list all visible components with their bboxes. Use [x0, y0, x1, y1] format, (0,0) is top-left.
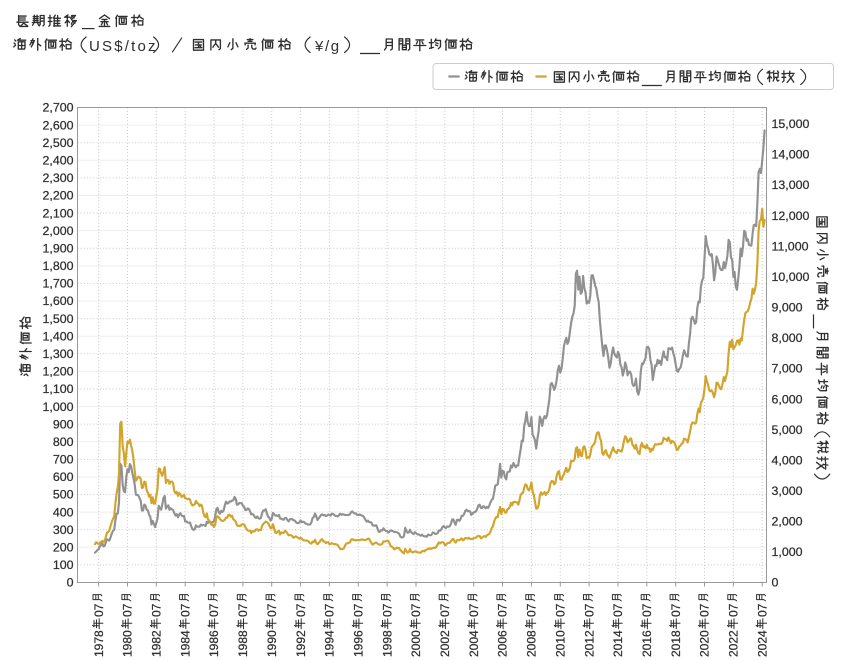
svg-text:1,500: 1,500 [42, 312, 73, 326]
svg-text:7,000: 7,000 [772, 362, 803, 376]
svg-text:1978: 1978 [92, 630, 106, 657]
svg-text:07: 07 [294, 603, 308, 617]
svg-text:2,700: 2,700 [42, 101, 73, 115]
svg-text:4,000: 4,000 [772, 453, 803, 467]
svg-text:800: 800 [53, 435, 74, 449]
svg-text:1,200: 1,200 [42, 365, 73, 379]
svg-text:2016: 2016 [640, 630, 654, 657]
svg-text:200: 200 [53, 541, 74, 555]
svg-text:14,000: 14,000 [772, 148, 810, 162]
svg-text:0: 0 [67, 576, 74, 590]
svg-text:07: 07 [236, 603, 250, 617]
svg-text:1980: 1980 [121, 630, 135, 657]
svg-text:2002: 2002 [438, 630, 452, 657]
svg-text:2000: 2000 [409, 630, 423, 657]
svg-text:07: 07 [669, 603, 683, 617]
svg-text:6,000: 6,000 [772, 392, 803, 406]
svg-text:500: 500 [53, 488, 74, 502]
svg-text:15,000: 15,000 [772, 117, 810, 131]
svg-text:1986: 1986 [207, 630, 221, 657]
svg-text:400: 400 [53, 505, 74, 519]
svg-text:2004: 2004 [467, 630, 481, 657]
svg-text:07: 07 [178, 603, 192, 617]
svg-text:07: 07 [92, 603, 106, 617]
svg-text:2020: 2020 [698, 630, 712, 657]
svg-text:1998: 1998 [380, 630, 394, 657]
svg-text:07: 07 [265, 603, 279, 617]
svg-text:2024: 2024 [755, 630, 769, 657]
svg-text:2006: 2006 [496, 630, 510, 657]
svg-text:2010: 2010 [554, 630, 568, 657]
svg-text:07: 07 [467, 603, 481, 617]
svg-text:2,100: 2,100 [42, 206, 73, 220]
svg-text:2,400: 2,400 [42, 154, 73, 168]
svg-text:10,000: 10,000 [772, 270, 810, 284]
svg-text:07: 07 [409, 603, 423, 617]
svg-text:1,800: 1,800 [42, 259, 73, 273]
svg-text:07: 07 [640, 603, 654, 617]
svg-text:07: 07 [755, 603, 769, 617]
svg-text:1,600: 1,600 [42, 294, 73, 308]
svg-text:2,000: 2,000 [42, 224, 73, 238]
svg-text:11,000: 11,000 [772, 239, 809, 253]
svg-text:1,100: 1,100 [42, 382, 73, 396]
svg-text:2018: 2018 [669, 630, 683, 657]
svg-text:1982: 1982 [150, 630, 164, 657]
svg-text:07: 07 [207, 603, 221, 617]
svg-text:900: 900 [53, 417, 74, 431]
svg-text:0: 0 [772, 576, 779, 590]
svg-text:1,000: 1,000 [42, 400, 73, 414]
svg-text:100: 100 [53, 558, 74, 572]
svg-text:07: 07 [698, 603, 712, 617]
svg-text:2,000: 2,000 [772, 515, 803, 529]
svg-text:07: 07 [727, 603, 741, 617]
svg-text:07: 07 [380, 603, 394, 617]
svg-text:2,500: 2,500 [42, 136, 73, 150]
svg-text:1,400: 1,400 [42, 329, 73, 343]
svg-text:07: 07 [121, 603, 135, 617]
svg-text:2,600: 2,600 [42, 118, 73, 132]
svg-text:07: 07 [611, 603, 625, 617]
svg-text:07: 07 [438, 603, 452, 617]
svg-text:07: 07 [525, 603, 539, 617]
svg-text:1992: 1992 [294, 630, 308, 657]
svg-text:1,300: 1,300 [42, 347, 73, 361]
svg-text:07: 07 [323, 603, 337, 617]
svg-text:1988: 1988 [236, 630, 250, 657]
svg-text:US$/toz: US$/toz [89, 38, 158, 55]
svg-text:1984: 1984 [178, 630, 192, 657]
svg-text:2,200: 2,200 [42, 189, 73, 203]
svg-text:2014: 2014 [611, 630, 625, 657]
svg-text:¥/g: ¥/g [314, 38, 341, 55]
svg-text:1990: 1990 [265, 630, 279, 657]
svg-text:12,000: 12,000 [772, 209, 810, 223]
svg-text:07: 07 [150, 603, 164, 617]
svg-text:600: 600 [53, 470, 74, 484]
svg-text:1,700: 1,700 [42, 277, 73, 291]
svg-text:1,000: 1,000 [772, 545, 803, 559]
svg-text:07: 07 [582, 603, 596, 617]
svg-text:700: 700 [53, 453, 74, 467]
svg-text:1996: 1996 [352, 630, 366, 657]
svg-text:07: 07 [352, 603, 366, 617]
svg-text:2008: 2008 [525, 630, 539, 657]
svg-text:9,000: 9,000 [772, 301, 803, 315]
svg-text:8,000: 8,000 [772, 331, 803, 345]
svg-text:5,000: 5,000 [772, 423, 803, 437]
svg-text:300: 300 [53, 523, 74, 537]
svg-text:2,300: 2,300 [42, 171, 73, 185]
svg-text:13,000: 13,000 [772, 178, 810, 192]
svg-text:3,000: 3,000 [772, 484, 803, 498]
svg-text:07: 07 [554, 603, 568, 617]
svg-text:2012: 2012 [582, 630, 596, 657]
svg-text:1,900: 1,900 [42, 241, 73, 255]
svg-text:2022: 2022 [727, 630, 741, 657]
svg-text:1994: 1994 [323, 630, 337, 657]
svg-text:07: 07 [496, 603, 510, 617]
